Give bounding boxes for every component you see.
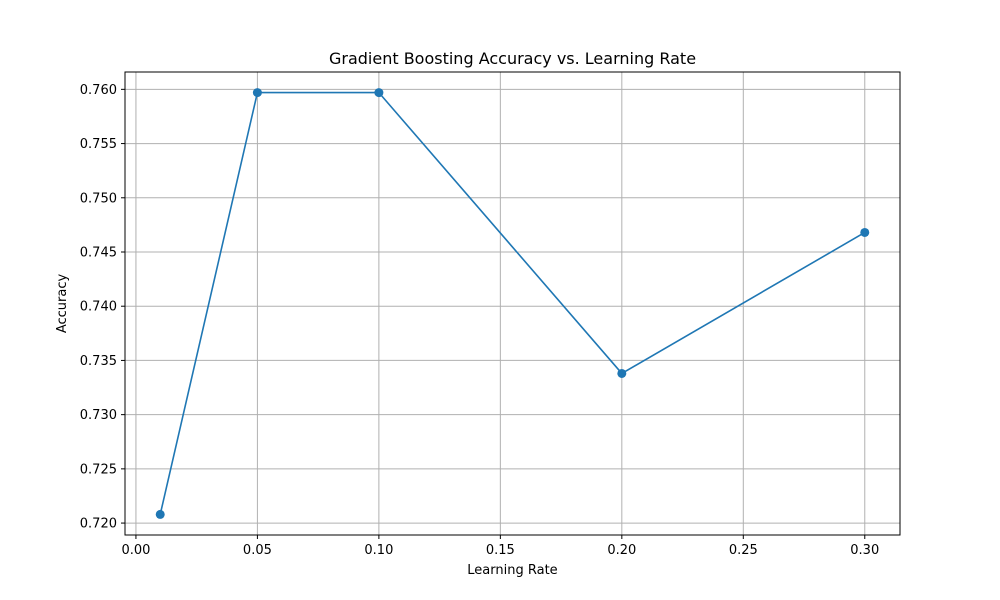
- y-tick-label: 0.720: [80, 517, 117, 532]
- y-tick-label: 0.755: [80, 137, 117, 152]
- data-point: [155, 509, 165, 519]
- x-tick-label: 0.30: [850, 543, 879, 558]
- data-point: [374, 88, 384, 98]
- chart-title: Gradient Boosting Accuracy vs. Learning …: [329, 49, 696, 68]
- plot-frame: [124, 71, 901, 536]
- x-tick-label: 0.00: [121, 543, 150, 558]
- x-tick-label: 0.10: [364, 543, 393, 558]
- y-tick-label: 0.745: [80, 245, 117, 260]
- series-line: [159, 91, 866, 515]
- x-tick-label: 0.20: [607, 543, 636, 558]
- y-axis-label: Accuracy: [55, 274, 70, 334]
- x-tick-label: 0.05: [243, 543, 272, 558]
- y-tick-label: 0.725: [80, 462, 117, 477]
- y-tick-label: 0.730: [80, 408, 117, 423]
- x-axis-label: Learning Rate: [467, 563, 557, 578]
- y-tick-label: 0.760: [80, 83, 117, 98]
- y-tick-label: 0.735: [80, 354, 117, 369]
- x-tick-label: 0.15: [486, 543, 515, 558]
- grid: [125, 72, 900, 535]
- axis-ticks: 0.00 0.05 0.10 0.15 0.20 0.25 0.30 0.720 0.725 0.…: [80, 83, 879, 558]
- x-tick-label: 0.25: [729, 543, 758, 558]
- data-point: [252, 88, 262, 98]
- series: [155, 88, 870, 519]
- data-point: [617, 368, 627, 378]
- y-tick-label: 0.740: [80, 300, 117, 315]
- data-point: [860, 227, 870, 237]
- y-tick-label: 0.750: [80, 191, 117, 206]
